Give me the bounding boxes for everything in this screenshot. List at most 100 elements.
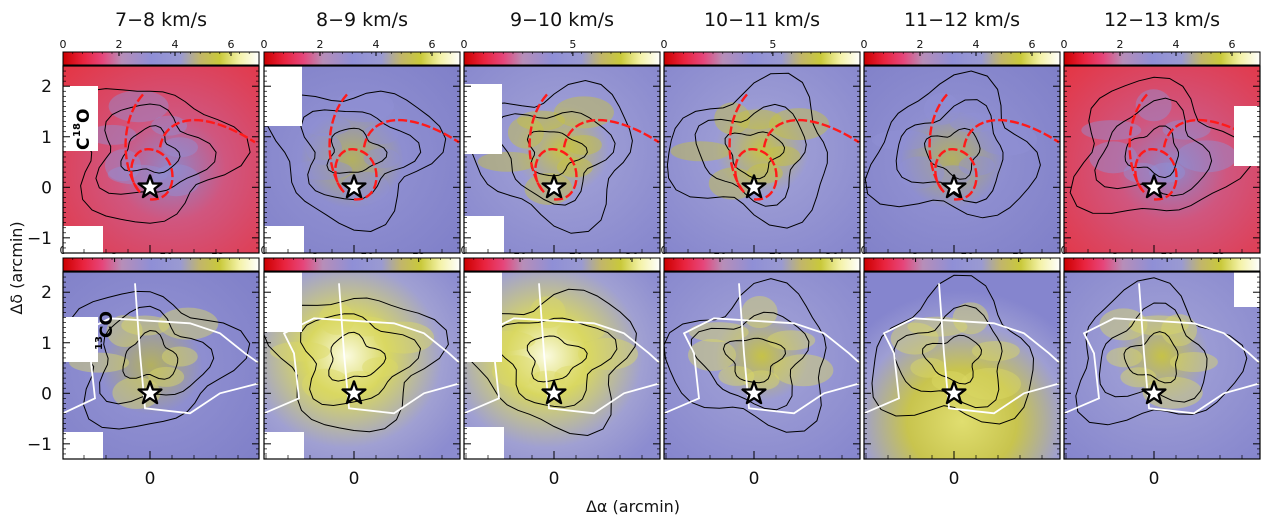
contour-line xyxy=(722,337,787,384)
blank-region xyxy=(264,226,304,253)
panel-frame xyxy=(863,271,1061,460)
emission-blob xyxy=(1162,119,1211,140)
contour-line xyxy=(495,110,616,206)
contour-line xyxy=(895,99,1004,204)
emission-blob xyxy=(554,365,591,386)
emission-blob xyxy=(977,123,1038,156)
panel-frame xyxy=(463,271,661,460)
colorbar-tick-label: 0 xyxy=(861,38,868,51)
emission-blob xyxy=(556,157,593,178)
solid-overlay-curve xyxy=(864,283,1060,415)
panel-frame xyxy=(863,65,1061,254)
colorbar-tick-label: 6 xyxy=(1029,38,1036,51)
x-tick-label: 0 xyxy=(145,469,156,489)
colorbar-tick-label: 6 xyxy=(429,38,436,51)
emission-blob xyxy=(270,341,331,362)
map-panel-13co-6 xyxy=(1063,271,1261,460)
contour-line xyxy=(95,103,217,195)
emission-blob xyxy=(764,146,801,167)
y-tick-label: −1 xyxy=(27,435,52,455)
contour-line xyxy=(871,274,1035,425)
emission-blob xyxy=(958,155,995,176)
emission-blob xyxy=(1120,367,1157,388)
colorbar-tick-label: 4 xyxy=(1173,38,1180,51)
contour-line xyxy=(1069,76,1252,214)
colorbar-tick-label: 4 xyxy=(172,38,179,51)
y-tick-label: 1 xyxy=(41,128,52,148)
blank-region xyxy=(63,86,98,151)
emission-blob xyxy=(931,370,968,391)
blank-region xyxy=(464,272,502,362)
emission-blob xyxy=(1149,162,1186,183)
panel-frame xyxy=(62,271,260,460)
blank-region xyxy=(63,432,103,459)
emission-blob xyxy=(507,116,544,149)
emission-blob xyxy=(374,321,435,354)
contour-line xyxy=(300,109,422,201)
y-tick-label: 0 xyxy=(41,178,52,198)
colorbar-tick-label: 0 xyxy=(261,38,268,51)
colorbar-tick-label: 2 xyxy=(116,38,123,51)
map-panel-c18o-1 xyxy=(62,65,260,254)
emission-blob xyxy=(1161,314,1198,347)
blank-region xyxy=(63,226,103,253)
dashed-overlay-curve xyxy=(728,91,860,201)
blank-region xyxy=(1234,272,1260,307)
contour-line xyxy=(694,103,807,207)
emission-blob xyxy=(890,322,939,355)
solid-overlay-curve xyxy=(1064,283,1260,415)
emission-blob xyxy=(688,322,749,343)
y-tick-label: 0 xyxy=(41,384,52,404)
emission-blob xyxy=(88,124,137,145)
emission-blob xyxy=(743,370,780,391)
emission-blob xyxy=(733,109,782,130)
colorbar-tick-label: 0 xyxy=(461,38,468,51)
contour-line xyxy=(922,334,983,385)
contour-line xyxy=(526,130,588,177)
contour-line xyxy=(690,311,810,411)
contour-line xyxy=(526,335,588,383)
contour-line xyxy=(122,329,179,380)
blank-region xyxy=(1234,106,1260,166)
map-panel-13co-5 xyxy=(863,271,1061,460)
colorbar-tick-label: 2 xyxy=(317,38,324,51)
map-panel-c18o-4 xyxy=(663,65,861,254)
contour-line xyxy=(664,278,827,433)
contour-line xyxy=(1094,97,1213,197)
y-tick-label: −1 xyxy=(27,229,52,249)
blank-region xyxy=(264,432,304,459)
intensity-map xyxy=(664,272,860,459)
colorbar-tick-label: 2 xyxy=(1117,38,1124,51)
emission-blob xyxy=(1169,352,1218,373)
map-panel-13co-1 xyxy=(62,271,260,460)
panel-frame xyxy=(62,65,260,254)
contour-line xyxy=(864,70,1041,219)
velocity-title-4: 10−11 km/s xyxy=(704,9,820,31)
blank-region xyxy=(464,84,502,154)
map-panel-c18o-6 xyxy=(1063,65,1261,254)
map-panel-c18o-2 xyxy=(263,65,461,254)
emission-blob xyxy=(1089,141,1138,174)
map-panel-13co-2 xyxy=(263,271,461,460)
map-panel-13co-4 xyxy=(663,271,861,460)
emission-blob xyxy=(302,368,351,401)
velocity-title-2: 8−9 km/s xyxy=(316,9,408,31)
contour-line xyxy=(923,127,981,180)
contour-line xyxy=(328,331,387,382)
colorbar-tick-label: 0 xyxy=(661,38,668,51)
emission-blob xyxy=(151,115,188,136)
solid-overlay-curve xyxy=(63,283,259,415)
intensity-map xyxy=(63,272,259,459)
dashed-overlay-curve xyxy=(928,91,1060,201)
velocity-title-6: 12−13 km/s xyxy=(1104,9,1220,31)
colorbar-tick-label: 0 xyxy=(1061,38,1068,51)
panel-frame xyxy=(663,271,861,460)
map-panel-c18o-3 xyxy=(463,65,661,254)
emission-blob xyxy=(971,340,1020,361)
intensity-map xyxy=(864,272,1060,459)
13co-label-sup: 13 xyxy=(94,336,105,350)
panel-frame xyxy=(1063,65,1261,254)
emission-blob xyxy=(741,296,778,329)
c18o-label-sup: 18 xyxy=(72,123,83,137)
